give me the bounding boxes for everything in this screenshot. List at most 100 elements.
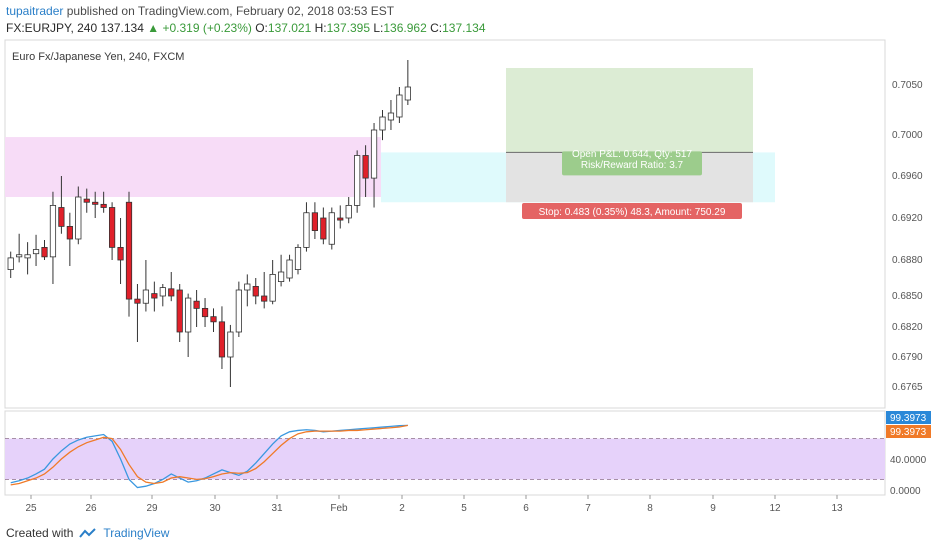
candle-body [370, 129, 378, 179]
up-arrow-icon: ▲ [147, 21, 160, 35]
x-tick-label: 7 [585, 503, 591, 514]
close-value: 137.134 [442, 21, 486, 35]
candle [151, 281, 158, 312]
candle [277, 254, 285, 287]
tradingview-logo-icon [79, 528, 97, 538]
x-tick-label: 9 [710, 503, 716, 514]
candle-body [24, 254, 31, 259]
price-tick: 0.6850 [892, 291, 923, 302]
candle [286, 254, 293, 282]
candle-body [151, 293, 158, 299]
candle [354, 150, 361, 213]
candle [193, 290, 200, 327]
price-change: +0.319 (+0.23%) [162, 21, 252, 35]
candle [235, 281, 242, 337]
candle [16, 233, 23, 263]
candle-body [201, 307, 209, 318]
candle [337, 205, 344, 229]
candle [75, 186, 82, 245]
oscillator-tick: 40.0000 [890, 455, 927, 466]
price-tick: 0.6960 [892, 171, 923, 182]
osc-tag-blue-text: 99.3973 [890, 413, 927, 424]
candle-body [387, 112, 395, 121]
candle [269, 260, 276, 305]
candle-body [193, 300, 200, 309]
candle-body [328, 212, 335, 245]
candle-body [210, 316, 217, 323]
price-tick: 0.6765 [892, 382, 923, 393]
pnl-label-box [562, 151, 702, 176]
candle [134, 284, 141, 342]
candle-body [92, 201, 99, 205]
candle-body [404, 86, 411, 101]
price-tick: 0.6920 [892, 213, 923, 224]
candle [311, 202, 319, 239]
candle [7, 251, 14, 278]
candle [168, 272, 175, 302]
candle-body [16, 254, 23, 258]
candle-body [244, 283, 251, 291]
oscillator-layer [5, 424, 885, 489]
close-label: C: [430, 21, 443, 35]
candle [92, 191, 99, 218]
candle-body [109, 207, 116, 248]
candle [24, 242, 31, 275]
osc-tag-orange [886, 425, 931, 438]
candle [362, 145, 369, 197]
osc-tag-orange-text: 99.3973 [890, 427, 927, 438]
x-tick-label: 25 [25, 503, 37, 514]
candle [201, 298, 209, 327]
x-tick-label: 6 [523, 503, 529, 514]
candle [294, 244, 302, 275]
candle-body [117, 246, 124, 261]
x-tick-label: 13 [831, 503, 843, 514]
candle-body [125, 201, 133, 300]
price-tick: 0.6820 [892, 322, 923, 333]
candle [66, 212, 73, 266]
candle [125, 191, 133, 317]
candle-body [362, 155, 369, 179]
zones-layer [5, 68, 775, 203]
candle-body [142, 289, 149, 304]
candle [83, 188, 90, 213]
candle-body [100, 203, 107, 208]
candle [320, 207, 327, 245]
candle-body [185, 297, 192, 333]
stoch-k-line [10, 424, 408, 489]
candle-body [277, 271, 285, 283]
oscillator-tick: 0.0000 [890, 486, 921, 497]
candle [100, 191, 107, 213]
candle [345, 197, 352, 224]
stop-label-box [522, 203, 742, 219]
candle [176, 284, 183, 342]
candle-body [252, 285, 259, 297]
author-link[interactable]: tupaitrader [6, 4, 64, 18]
candle [370, 123, 378, 208]
candle [328, 207, 335, 250]
candle-body [32, 249, 40, 255]
high-label: H: [314, 21, 327, 35]
candle [58, 176, 65, 234]
open-value: 137.021 [267, 21, 312, 35]
candle [261, 272, 268, 309]
candle [109, 202, 116, 260]
candle-body [159, 287, 166, 297]
x-tick-label: 8 [647, 503, 653, 514]
candle [49, 191, 57, 284]
candle [227, 324, 234, 387]
candle-body [134, 298, 141, 304]
x-tick-label: 29 [146, 503, 158, 514]
candle-body [320, 217, 327, 240]
candle-body [75, 196, 82, 240]
high-value: 137.395 [326, 21, 371, 35]
candle-body [286, 259, 293, 279]
candle [210, 308, 217, 332]
candle-body [58, 207, 65, 227]
candle-body [218, 321, 226, 358]
tradingview-link[interactable]: TradingView [103, 526, 170, 540]
candle-body [49, 204, 57, 258]
symbol-label: FX:EURJPY, 240 [6, 21, 98, 35]
symbol-info: FX:EURJPY, 240 137.134 ▲ +0.319 (+0.23%)… [6, 21, 486, 35]
candles-layer [7, 60, 411, 387]
